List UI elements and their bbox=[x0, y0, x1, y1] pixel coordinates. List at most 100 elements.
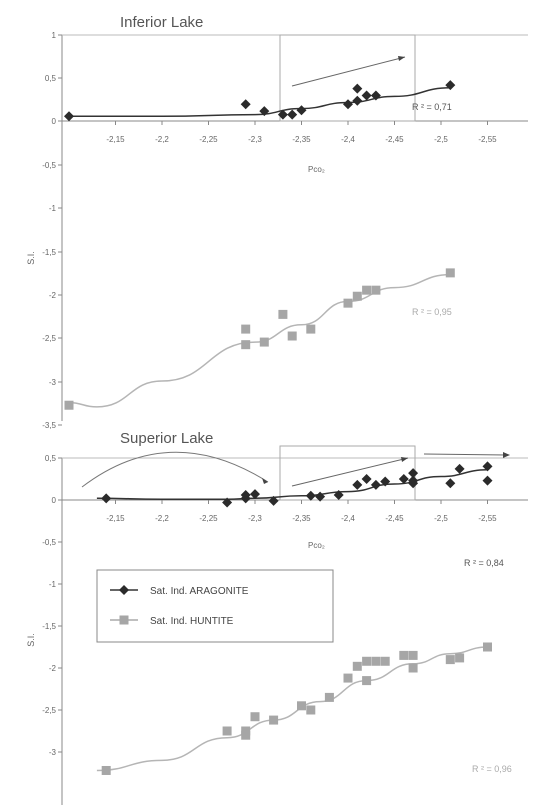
trend-arrow bbox=[423, 453, 507, 456]
data-point bbox=[315, 491, 326, 502]
trendline-aragonite bbox=[68, 87, 451, 118]
x-tick-label: -2,55 bbox=[478, 514, 497, 523]
data-point bbox=[268, 495, 279, 506]
y-tick-label: 0 bbox=[52, 117, 57, 126]
data-point bbox=[454, 463, 465, 474]
y-tick-label: -1 bbox=[49, 580, 57, 589]
data-point bbox=[362, 285, 372, 295]
y-axis-label: S.I. bbox=[26, 633, 36, 647]
legend-marker bbox=[119, 615, 129, 625]
x-tick-label: -2,35 bbox=[292, 135, 311, 144]
r-squared-label: R ² = 0,96 bbox=[472, 764, 512, 774]
data-point bbox=[445, 268, 455, 278]
data-point bbox=[370, 479, 381, 490]
data-point bbox=[398, 474, 409, 484]
data-point bbox=[445, 80, 456, 91]
y-tick-label: -2 bbox=[49, 664, 57, 673]
data-point bbox=[259, 106, 270, 117]
data-point bbox=[324, 692, 334, 702]
data-point bbox=[352, 95, 363, 106]
data-point bbox=[352, 479, 363, 490]
data-point bbox=[64, 111, 74, 122]
data-point bbox=[343, 673, 353, 683]
data-point bbox=[408, 663, 418, 673]
x-tick-label: -2,25 bbox=[199, 514, 218, 523]
data-point bbox=[287, 331, 297, 341]
data-point bbox=[222, 497, 233, 508]
data-point bbox=[352, 291, 362, 301]
panel-title: Inferior Lake bbox=[120, 14, 203, 31]
trend-arc bbox=[81, 451, 269, 488]
trendline-huntite bbox=[68, 273, 451, 408]
y-tick-label: -1,5 bbox=[42, 248, 56, 257]
data-point bbox=[305, 490, 316, 501]
data-point bbox=[222, 726, 232, 736]
y-tick-label: -0,5 bbox=[42, 161, 56, 170]
data-point bbox=[250, 712, 260, 722]
x-axis-label: Pco₂ bbox=[308, 541, 325, 550]
data-point bbox=[296, 105, 307, 116]
x-tick-label: -2,45 bbox=[385, 514, 404, 523]
data-point bbox=[408, 478, 419, 489]
data-point bbox=[370, 90, 381, 101]
x-tick-label: -2,15 bbox=[106, 514, 125, 523]
data-point bbox=[306, 705, 316, 715]
data-point bbox=[297, 701, 306, 711]
data-point bbox=[250, 489, 260, 500]
x-tick-label: -2,5 bbox=[434, 514, 448, 523]
data-point bbox=[408, 468, 419, 479]
data-point bbox=[483, 642, 492, 652]
legend-label: Sat. Ind. ARAGONITE bbox=[150, 586, 249, 597]
y-tick-label: 1 bbox=[52, 31, 57, 40]
y-tick-label: -3 bbox=[49, 378, 57, 387]
x-tick-label: -2,5 bbox=[434, 135, 448, 144]
data-point bbox=[380, 476, 391, 487]
data-point bbox=[361, 90, 372, 101]
data-point bbox=[371, 285, 381, 295]
y-tick-label: -1,5 bbox=[42, 622, 56, 631]
data-point bbox=[64, 400, 74, 410]
x-tick-label: -2,3 bbox=[248, 514, 262, 523]
y-tick-label: 0 bbox=[52, 496, 57, 505]
arrow-head bbox=[262, 478, 268, 484]
inferior-lake-panel: Inferior Lake 1 0,5 0 -0,5 -1 -1,5 -2 -2,5 -3 -3,… bbox=[26, 14, 528, 430]
legend-label: Sat. Ind. HUNTITE bbox=[150, 616, 234, 627]
data-point bbox=[241, 730, 251, 740]
x-axis-label: Pco₂ bbox=[308, 165, 325, 174]
y-tick-label: 0,5 bbox=[45, 454, 57, 463]
data-point bbox=[277, 109, 288, 120]
x-tick-label: -2,4 bbox=[341, 135, 355, 144]
panel-title: Superior Lake bbox=[120, 430, 213, 447]
data-point bbox=[408, 650, 418, 660]
arrow-head bbox=[398, 56, 405, 61]
x-tick-label: -2,25 bbox=[199, 135, 218, 144]
data-point bbox=[399, 650, 409, 660]
x-tick-label: -2,55 bbox=[478, 135, 497, 144]
data-point bbox=[333, 489, 344, 500]
y-tick-label: -2 bbox=[49, 291, 57, 300]
y-tick-label: -3 bbox=[49, 748, 57, 757]
data-point bbox=[455, 653, 465, 663]
data-point bbox=[380, 656, 390, 666]
legend: Sat. Ind. ARAGONITE Sat. Ind. HUNTITE bbox=[96, 569, 334, 643]
data-point bbox=[343, 99, 353, 110]
superior-lake-panel: Superior Lake 0,5 0 -0,5 -1 -1,5 -2 -2,5 -3 -2,1… bbox=[26, 430, 528, 805]
trend-arrow bbox=[291, 56, 406, 87]
legend-box bbox=[96, 569, 334, 643]
y-tick-label: -3,5 bbox=[42, 421, 56, 430]
y-tick-label: 0,5 bbox=[45, 74, 57, 83]
r-squared-label: R ² = 0,71 bbox=[412, 102, 452, 112]
data-point bbox=[352, 661, 362, 671]
x-tick-label: -2,4 bbox=[341, 514, 355, 523]
data-point bbox=[287, 109, 298, 120]
y-tick-label: -1 bbox=[49, 204, 57, 213]
trendline-huntite bbox=[96, 646, 488, 772]
x-tick-label: -2,2 bbox=[155, 514, 169, 523]
x-tick-label: -2,2 bbox=[155, 135, 169, 144]
data-point bbox=[241, 340, 251, 350]
y-tick-label: -2,5 bbox=[42, 706, 56, 715]
r-squared-label: R ² = 0,95 bbox=[412, 307, 452, 317]
data-point bbox=[240, 489, 251, 500]
data-point bbox=[482, 461, 493, 472]
